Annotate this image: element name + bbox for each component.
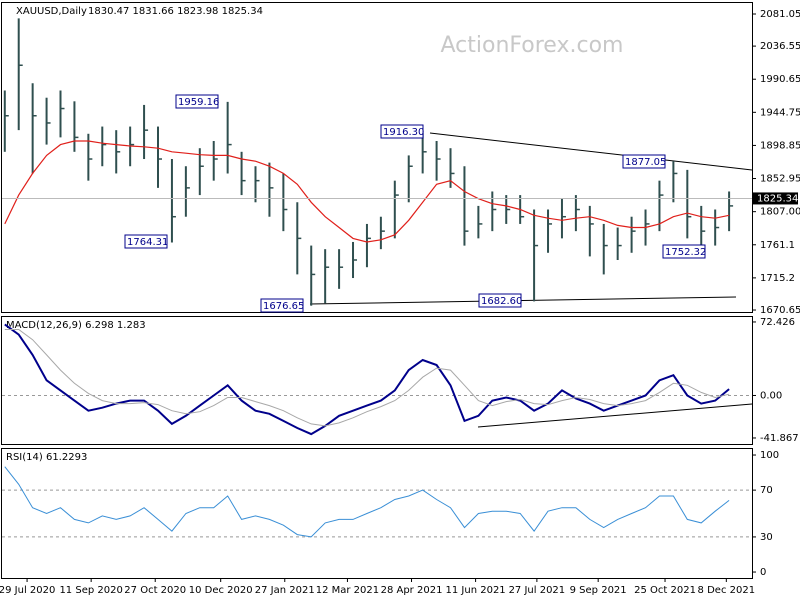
- annotation-box: [380, 124, 424, 139]
- price-panel: [1, 2, 753, 313]
- x-tick-label: 27 Jul 2021: [509, 585, 566, 596]
- x-tick-label: 9 Sep 2021: [570, 585, 627, 596]
- y-tick-label: 1944.75: [760, 107, 800, 118]
- annotation: 1959.16: [178, 97, 219, 108]
- y-tick-label: 1670.65: [760, 305, 800, 316]
- x-tick-label: 29 Jul 2020: [0, 585, 55, 596]
- x-tick-label: 28 Apr 2021: [381, 585, 443, 596]
- annotation: 1752.32: [665, 247, 706, 258]
- y-tick-label: 1898.85: [760, 140, 800, 151]
- annotation-box: [622, 154, 666, 169]
- y-tick-label: -41.867: [760, 433, 799, 444]
- x-tick-label: 8 Dec 2021: [698, 585, 756, 596]
- rsi-label: RSI(14) 61.2293: [6, 452, 87, 463]
- annotation: 1676.65: [263, 301, 304, 312]
- y-tick-label: 1761.1: [760, 240, 795, 251]
- y-tick-label: 1990.65: [760, 74, 800, 85]
- annotation-box: [124, 234, 168, 249]
- y-tick-label: 30: [760, 532, 773, 543]
- x-tick-label: 11 Sep 2020: [59, 585, 122, 596]
- annotation: 1916.30: [383, 127, 424, 138]
- y-tick-label: 1715.2: [760, 273, 795, 284]
- annotation-box: [175, 94, 219, 109]
- annotation-box: [260, 298, 304, 313]
- annotation: 1764.31: [127, 237, 168, 248]
- symbol-label: XAUUSD,Daily: [16, 6, 87, 17]
- annotation: 1682.60: [481, 296, 522, 307]
- x-tick-label: 11 Jun 2021: [446, 585, 506, 596]
- x-tick-label: 12 Mar 2021: [316, 585, 379, 596]
- x-tick-label: 10 Dec 2020: [189, 585, 253, 596]
- y-tick-label: 1852.95: [760, 174, 800, 185]
- macd-trendline: [477, 403, 753, 428]
- y-tick-label: 0.00: [760, 390, 782, 401]
- last-price-label: 1825.34: [757, 193, 798, 204]
- x-tick-label: 27 Jan 2021: [255, 585, 315, 596]
- y-tick-label: 100: [760, 450, 779, 461]
- y-tick-label: 2036.55: [760, 41, 800, 52]
- macd-label: MACD(12,26,9) 6.298 1.283: [6, 320, 146, 331]
- x-tick-label: 27 Oct 2020: [124, 585, 186, 596]
- y-tick-label: 1807.00: [760, 207, 800, 218]
- y-tick-label: 2081.05: [760, 9, 800, 20]
- line-series: [4, 140, 730, 243]
- annotation-box: [662, 244, 706, 259]
- x-tick-label: 25 Oct 2021: [634, 585, 696, 596]
- line-series: [4, 323, 730, 436]
- rsi-panel: [1, 448, 753, 579]
- support-trendline: [309, 296, 737, 305]
- line-series: [4, 329, 730, 427]
- y-tick-label: 70: [760, 485, 773, 496]
- y-tick-label: 0: [760, 567, 766, 578]
- line-series: [4, 466, 730, 538]
- watermark: ActionForex.com: [441, 33, 624, 58]
- annotation: 1877.05: [625, 157, 666, 168]
- macd-panel: [1, 316, 753, 445]
- ohlc-label: 1830.47 1831.66 1823.98 1825.34: [88, 6, 263, 17]
- annotation-box: [478, 293, 522, 308]
- resistance-trendline: [429, 132, 753, 171]
- y-tick-label: 72.426: [760, 317, 795, 328]
- last-price-box: [753, 192, 798, 205]
